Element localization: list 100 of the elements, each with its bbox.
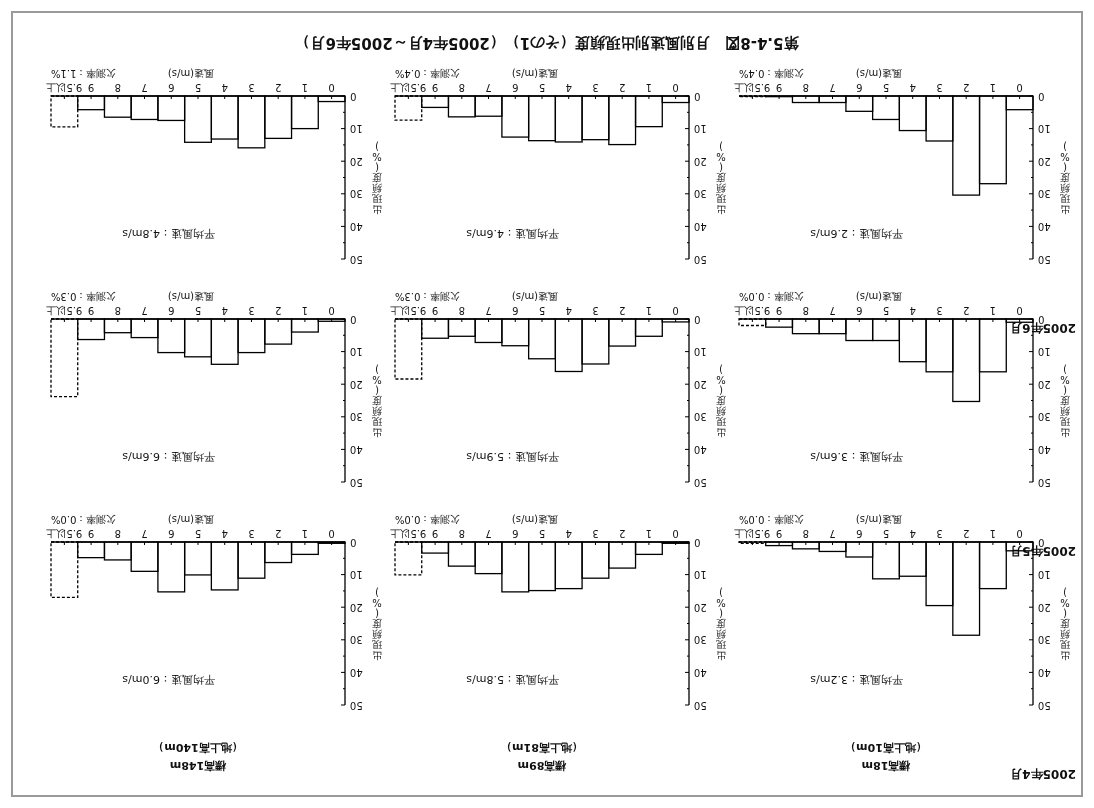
x-axis-title: 風速(m/s) [167,514,215,525]
text: 欠測率：1.1% [51,68,117,79]
x-tick-label: 1 [301,305,309,316]
y-tick-label: 0 [350,90,357,102]
x-tick-label: 5 [538,305,546,316]
x-axis-title: 風速(m/s) [167,291,215,302]
x-tick-label: 1 [645,528,653,539]
x-tick-label: 4 [909,528,916,539]
y-tick-label: 50 [350,476,363,488]
annotation: 平均風速：6.0m/s [122,672,215,686]
text: 欠測率：0.0% [739,514,805,525]
x-tick-label: 1 [645,82,653,93]
x-tick-label: 9.5以上 [46,305,83,316]
x-tick-label: 7 [141,305,148,316]
x-tick-label: 9.5以上 [390,305,427,316]
x-tick-label: 4 [221,528,228,539]
x-tick-label: 4 [565,528,572,539]
y-axis-title: 出現頻度(%) [1060,586,1070,661]
x-tick-label: 0 [1016,528,1023,539]
y-axis-title: 出現頻度(%) [372,140,382,215]
x-tick-label: 8 [458,82,466,93]
x-tick-label: 0 [672,305,679,316]
y-tick-label: 30 [694,411,707,423]
text: （地上高81m） [501,741,583,754]
x-tick-label: 6 [168,528,175,539]
y-tick-label: 50 [694,253,707,265]
y-tick-label: 40 [694,666,707,678]
y-tick-label: 20 [350,378,363,390]
annotation: 平均風速：6.6m/s [122,449,215,463]
x-axis-title: 風速(m/s) [511,514,559,525]
y-axis-title: 出現頻度(%) [372,586,382,661]
x-tick-label: 4 [565,82,572,93]
y-tick-label: 10 [1038,346,1051,358]
y-tick-label: 10 [350,346,363,358]
x-tick-label: 5 [194,305,202,316]
y-tick-label: 40 [350,666,363,678]
x-tick-label: 6 [512,305,519,316]
y-tick-label: 20 [694,155,707,167]
y-tick-label: 40 [1038,666,1051,678]
x-tick-label: 8 [458,528,466,539]
y-tick-label: 0 [1038,90,1045,102]
x-tick-label: 9 [775,82,783,93]
y-tick-label: 30 [1038,634,1051,646]
x-tick-label: 3 [592,82,599,93]
x-tick-label: 9 [87,82,95,93]
x-tick-label: 2 [962,305,970,316]
y-tick-label: 0 [350,313,357,325]
y-tick-label: 20 [694,378,707,390]
x-tick-label: 0 [672,82,679,93]
y-axis-title: 出現頻度(%) [716,586,726,661]
text: 第5.4-8図 月別風速別出現頻度（その1）（2005年4月～2005年6月） [295,34,800,52]
x-tick-label: 1 [301,82,309,93]
x-tick-label: 9.5以上 [734,528,771,539]
x-tick-label: 0 [1016,305,1023,316]
x-tick-label: 9 [87,305,95,316]
x-tick-label: 7 [829,82,836,93]
x-tick-label: 6 [168,305,175,316]
text: 欠測率：0.0% [739,291,805,302]
y-tick-label: 50 [350,253,363,265]
x-tick-label: 7 [141,528,148,539]
text: 欠測率：0.0% [51,514,117,525]
annotation: 平均風速：4.8m/s [122,226,215,240]
x-tick-label: 8 [114,305,122,316]
y-tick-label: 30 [694,188,707,200]
y-tick-label: 20 [694,601,707,613]
x-tick-label: 2 [618,528,626,539]
x-axis-title: 風速(m/s) [855,291,903,302]
y-tick-label: 0 [694,536,701,548]
x-tick-label: 1 [989,305,997,316]
y-tick-label: 10 [694,123,707,135]
x-tick-label: 6 [856,305,863,316]
x-tick-label: 3 [936,82,943,93]
x-tick-label: 0 [672,528,679,539]
x-tick-label: 9.5以上 [734,305,771,316]
y-tick-label: 10 [350,569,363,581]
x-tick-label: 7 [829,528,836,539]
x-tick-label: 3 [936,305,943,316]
x-axis-title: 風速(m/s) [511,291,559,302]
y-axis-title: 出現頻度(%) [1060,363,1070,438]
x-tick-label: 3 [936,528,943,539]
y-tick-label: 30 [350,411,363,423]
y-tick-label: 30 [350,634,363,646]
x-tick-label: 2 [274,528,282,539]
y-tick-label: 30 [1038,188,1051,200]
x-tick-label: 7 [141,82,148,93]
y-tick-label: 30 [350,188,363,200]
text: 欠測率：0.3% [51,291,117,302]
annotation: 平均風速：2.6m/s [810,226,903,240]
x-tick-label: 9 [431,82,439,93]
x-tick-label: 9 [431,528,439,539]
y-tick-label: 0 [694,90,701,102]
x-tick-label: 3 [248,82,255,93]
x-tick-label: 2 [962,528,970,539]
text: 2005年4月 [1010,767,1076,781]
text: 欠測率：0.4% [739,68,805,79]
x-tick-label: 4 [909,82,916,93]
y-tick-label: 40 [1038,443,1051,455]
y-tick-label: 50 [1038,699,1051,711]
x-tick-label: 0 [328,305,335,316]
y-tick-label: 0 [694,313,701,325]
